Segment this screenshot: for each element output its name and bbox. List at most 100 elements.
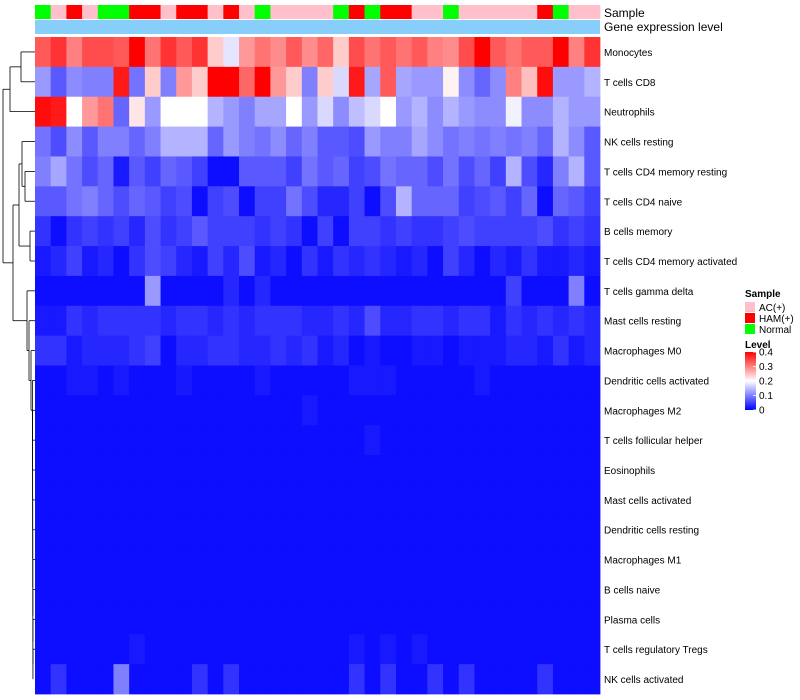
heatmap-cell [348,634,365,665]
heatmap-cell [82,37,99,68]
sample-annotation-cell [254,5,271,19]
heatmap-cell [207,484,224,516]
heatmap-cell [552,514,570,546]
heatmap-cell [239,425,256,456]
heatmap-cell [333,66,350,98]
heatmap-cell [223,275,240,307]
heatmap-cell [270,365,287,396]
heatmap-cell [552,335,570,366]
heatmap-cell [490,604,507,635]
heatmap-cell [113,544,130,575]
heatmap-cell [380,544,397,575]
heatmap-cell [129,514,146,546]
heatmap-cell [35,425,52,456]
heatmap-cell [191,395,209,426]
heatmap-cell [254,395,271,426]
heatmap-cell [380,365,397,396]
heatmap-cell [411,275,428,307]
heatmap-cell [552,305,570,337]
heatmap-cell [207,664,224,695]
heatmap-cell [552,455,570,486]
heatmap-cell [568,335,585,366]
heatmap-cell [160,305,177,337]
heatmap-cell [427,514,444,546]
heatmap-cell [411,395,428,426]
heatmap-cell [317,305,334,337]
heatmap-cell [443,455,460,486]
sample-annotation-cell [97,5,114,19]
heatmap-cell [254,275,271,307]
heatmap-cell [286,395,303,426]
heatmap-cell [333,37,350,68]
heatmap-cell [144,634,161,665]
heatmap-cell [144,484,161,516]
heatmap-cell [537,66,554,98]
sample-annotation-cell [82,5,99,19]
heatmap-cell [66,186,83,217]
heatmap-cell [395,126,413,157]
heatmap-cell [223,484,240,516]
heatmap-cell [490,455,507,486]
heatmap-cell [568,156,585,187]
heatmap-cell [537,96,554,127]
heatmap-cell [317,634,334,665]
heatmap-cell [113,126,130,157]
heatmap-cell [35,275,52,307]
heatmap-cell [474,37,491,68]
heatmap-cell [348,544,365,575]
heatmap-cell [458,216,475,247]
heatmap-cell [113,365,130,396]
heatmap-cell [160,66,177,98]
heatmap-cell [50,604,67,635]
sample-annotation-cell [239,5,256,19]
heatmap-cell [364,246,381,277]
heatmap-cell [66,664,83,695]
heatmap-cell [584,126,601,157]
sample-annotation-cell [66,5,83,19]
heatmap-cell [254,484,271,516]
sample-annotation-cell [458,5,475,19]
heatmap-cell [364,634,381,665]
heatmap-cell [505,544,522,575]
heatmap-cell [505,634,522,665]
heatmap-cell [191,455,209,486]
heatmap-cell [82,634,99,665]
sample-legend-label: HAM(+) [759,314,794,325]
heatmap-cell [490,156,507,187]
heatmap-cell [380,37,397,68]
heatmap-cell [176,514,193,546]
heatmap-cell [176,216,193,247]
heatmap-cell [176,335,193,366]
heatmap-cell [129,186,146,217]
heatmap-cell [207,186,224,217]
heatmap-cell [97,514,114,546]
heatmap-cell [160,246,177,277]
heatmap-cell [521,37,538,68]
heatmap-cell [239,126,256,157]
heatmap-cell [364,305,381,337]
heatmap-cell [584,425,601,456]
heatmap-cell [223,246,240,277]
heatmap-cell [301,335,318,366]
heatmap-cell [254,216,271,247]
row-label: Eosinophils [604,466,655,477]
heatmap-cell [160,395,177,426]
heatmap-cell [113,455,130,486]
heatmap-cell [474,216,491,247]
heatmap-cell [97,126,114,157]
heatmap-cell [348,335,365,366]
heatmap-cell [144,275,161,307]
heatmap-cell [82,365,99,396]
heatmap-cell [113,216,130,247]
sample-legend-swatch [745,313,755,323]
heatmap-cell [160,335,177,366]
heatmap-cell [380,425,397,456]
heatmap-cell [474,484,491,516]
heatmap-cell [537,514,554,546]
row-label: Macrophages M0 [604,347,682,358]
heatmap-cell [364,96,381,127]
heatmap-cell [584,305,601,337]
heatmap-cell [443,484,460,516]
heatmap-cell [317,365,334,396]
sample-annotation-cell [270,5,287,19]
